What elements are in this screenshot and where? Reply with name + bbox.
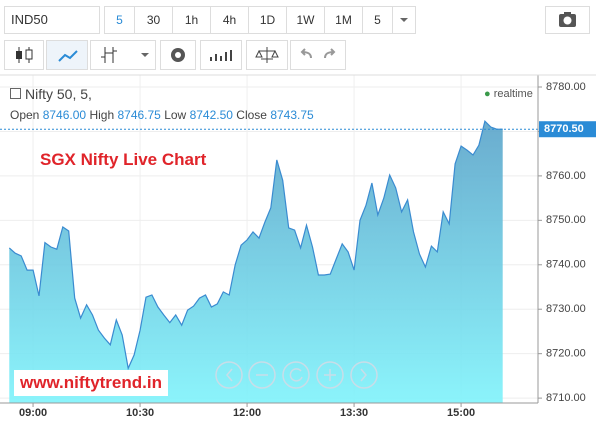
area-fill (9, 121, 503, 403)
interval-button[interactable]: 1h (173, 7, 211, 33)
status-label: realtime (493, 88, 533, 100)
area-line (8, 120, 503, 371)
undo-redo[interactable] (290, 40, 346, 70)
area-style-button[interactable] (46, 40, 88, 70)
x-tick-label: 09:00 (19, 407, 47, 419)
x-tick-label: 12:00 (233, 407, 261, 419)
chart-title: SGX Nifty Live Chart (40, 150, 207, 169)
bars-style-button[interactable] (4, 40, 44, 70)
ohlc-value: 8742.50 (189, 108, 233, 122)
last-price-tag (539, 121, 596, 138)
legend-symbol: Nifty 50, 5, (25, 86, 92, 102)
settings-button[interactable] (160, 40, 196, 70)
last-price-label: 8770.50 (544, 123, 584, 135)
ohlc-label: Close (236, 108, 267, 122)
symbol-input[interactable]: IND50 (4, 6, 100, 34)
ohlc-label: Open (10, 108, 40, 122)
legend: Nifty 50, 5, Open 8746.00 High 8746.75 L… (10, 86, 314, 122)
y-tick-label: 8740.00 (546, 259, 586, 271)
ohlc-value: 8746.00 (42, 108, 87, 122)
indicators-button[interactable] (200, 40, 242, 70)
interval-button[interactable]: 30 (135, 7, 173, 33)
zoom-controls[interactable] (215, 361, 378, 389)
interval-button[interactable]: 4h (211, 7, 249, 33)
x-tick-label: 15:00 (447, 407, 475, 419)
y-tick-label: 8750.00 (546, 214, 586, 226)
interval-button[interactable]: 1D (249, 7, 287, 33)
watermark: www.niftytrend.in (14, 370, 168, 396)
ohlc-value: 8746.75 (117, 108, 161, 122)
ohlc-label: High (89, 108, 115, 122)
compare-scale-button[interactable] (246, 40, 288, 70)
collapse-icon[interactable] (10, 88, 21, 99)
y-tick-label: 8710.00 (546, 392, 586, 404)
y-tick-label: 8720.00 (546, 348, 586, 360)
interval-dropdown[interactable] (393, 7, 415, 33)
interval-group: 5 30 1h 4h 1D 1W 1M 5 (104, 6, 416, 34)
ohlc-label: Low (164, 108, 187, 122)
top-toolbar: IND50 5 30 1h 4h 1D 1W 1M 5 (0, 0, 596, 38)
x-tick-label: 13:30 (340, 407, 368, 419)
ohlc-value: 8743.75 (270, 108, 314, 122)
interval-button[interactable]: 1M (325, 7, 363, 33)
x-tick-label: 10:30 (126, 407, 154, 419)
y-tick-label: 8780.00 (546, 81, 586, 93)
ohlc-values: Open 8746.00 High 8746.75 Low 8742.50 Cl… (10, 108, 314, 122)
snapshot-button[interactable] (545, 6, 590, 34)
interval-button[interactable]: 5 (105, 7, 135, 33)
bar-count-button[interactable]: 5 (363, 7, 393, 33)
realtime-status: ● realtime (484, 88, 533, 100)
y-tick-label: 8760.00 (546, 170, 586, 182)
interval-button[interactable]: 1W (287, 7, 325, 33)
compare-button[interactable] (90, 40, 156, 70)
y-tick-label: 8730.00 (546, 303, 586, 315)
